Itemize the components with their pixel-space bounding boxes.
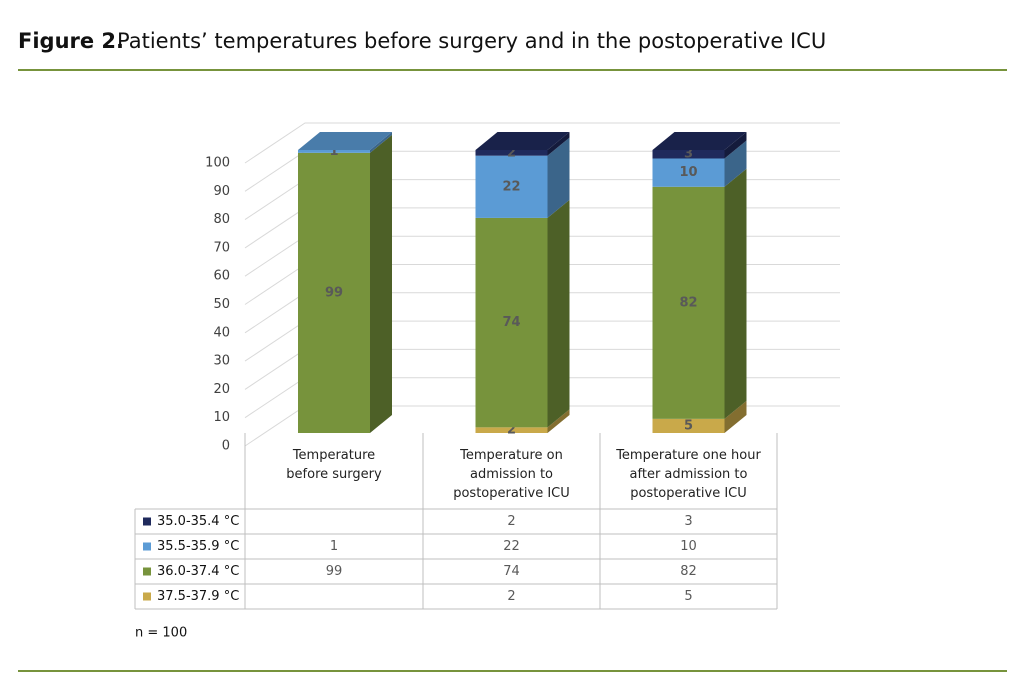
- table-value: 82: [680, 564, 697, 579]
- note: n = 100: [135, 626, 187, 641]
- bar-top: [298, 132, 392, 150]
- y-tick-label: 90: [213, 184, 230, 199]
- legend-swatch: [143, 592, 151, 601]
- table-value: 2: [507, 589, 515, 604]
- legend-swatch: [143, 567, 151, 576]
- y-tick-label: 40: [213, 325, 230, 340]
- data-label: 1: [329, 144, 338, 159]
- chart-title: Patients’ temperatures before surgery an…: [117, 29, 826, 53]
- bar-side: [547, 137, 570, 218]
- bar-side: [370, 132, 392, 153]
- table-value: 99: [326, 564, 343, 579]
- bar-side: [724, 168, 747, 419]
- legend-swatch: [143, 542, 151, 551]
- data-label: 74: [502, 315, 520, 330]
- table-value: 1: [330, 539, 338, 554]
- y-tick-label: 30: [213, 354, 230, 369]
- data-label: 5: [684, 418, 693, 433]
- bar: [652, 150, 725, 159]
- y-tick-label: 60: [213, 269, 230, 284]
- bar-side: [547, 409, 570, 433]
- y-tick-label: 50: [213, 297, 230, 312]
- table-value: 22: [503, 539, 520, 554]
- legend-label: 35.5-35.9 °C: [157, 539, 239, 554]
- data-label: 2: [507, 423, 516, 438]
- bar: [475, 427, 548, 433]
- bar: [652, 186, 725, 419]
- legend-label: 37.5-37.9 °C: [157, 589, 239, 604]
- x-tick-label: Temperature on admission to postoperativ…: [453, 448, 570, 501]
- bar: [652, 418, 725, 433]
- data-label: 99: [325, 285, 343, 300]
- x-tick-label: Temperature before surgery: [286, 448, 382, 482]
- data-label: 10: [679, 165, 697, 180]
- bar-side: [547, 199, 570, 428]
- bar-side: [724, 140, 747, 187]
- table-value: 74: [503, 564, 520, 579]
- y-tick-label: 70: [213, 240, 230, 255]
- bar-side: [724, 400, 747, 433]
- data-label: 82: [679, 295, 697, 310]
- grid-line: [244, 122, 840, 164]
- data-label: 2: [507, 145, 516, 160]
- bar: [475, 217, 548, 428]
- x-tick-label: Temperature one hour after admission to …: [616, 448, 761, 501]
- y-tick-label: 10: [213, 410, 230, 425]
- figure-label: Figure 2.: [18, 29, 124, 53]
- data-label: 22: [502, 179, 520, 194]
- bar-side: [724, 132, 747, 159]
- table-value: 5: [684, 589, 692, 604]
- legend-label: 35.0-35.4 °C: [157, 514, 239, 529]
- legend-label: 36.0-37.4 °C: [157, 564, 239, 579]
- table-value: 3: [684, 514, 692, 529]
- bar-side: [370, 134, 392, 433]
- bar-top: [475, 132, 570, 150]
- bar: [475, 150, 548, 156]
- y-tick-label: 100: [205, 156, 230, 171]
- y-tick-label: 80: [213, 212, 230, 227]
- bar-top: [652, 132, 747, 150]
- bar: [298, 152, 370, 433]
- bar: [652, 158, 725, 187]
- table-value: 10: [680, 539, 697, 554]
- bar-side: [547, 132, 570, 156]
- table-value: 2: [507, 514, 515, 529]
- data-label: 3: [684, 147, 693, 162]
- bar: [298, 150, 370, 153]
- legend-swatch: [143, 517, 151, 526]
- y-tick-label: 20: [213, 382, 230, 397]
- y-tick-label: 0: [222, 439, 230, 454]
- bar: [475, 155, 548, 218]
